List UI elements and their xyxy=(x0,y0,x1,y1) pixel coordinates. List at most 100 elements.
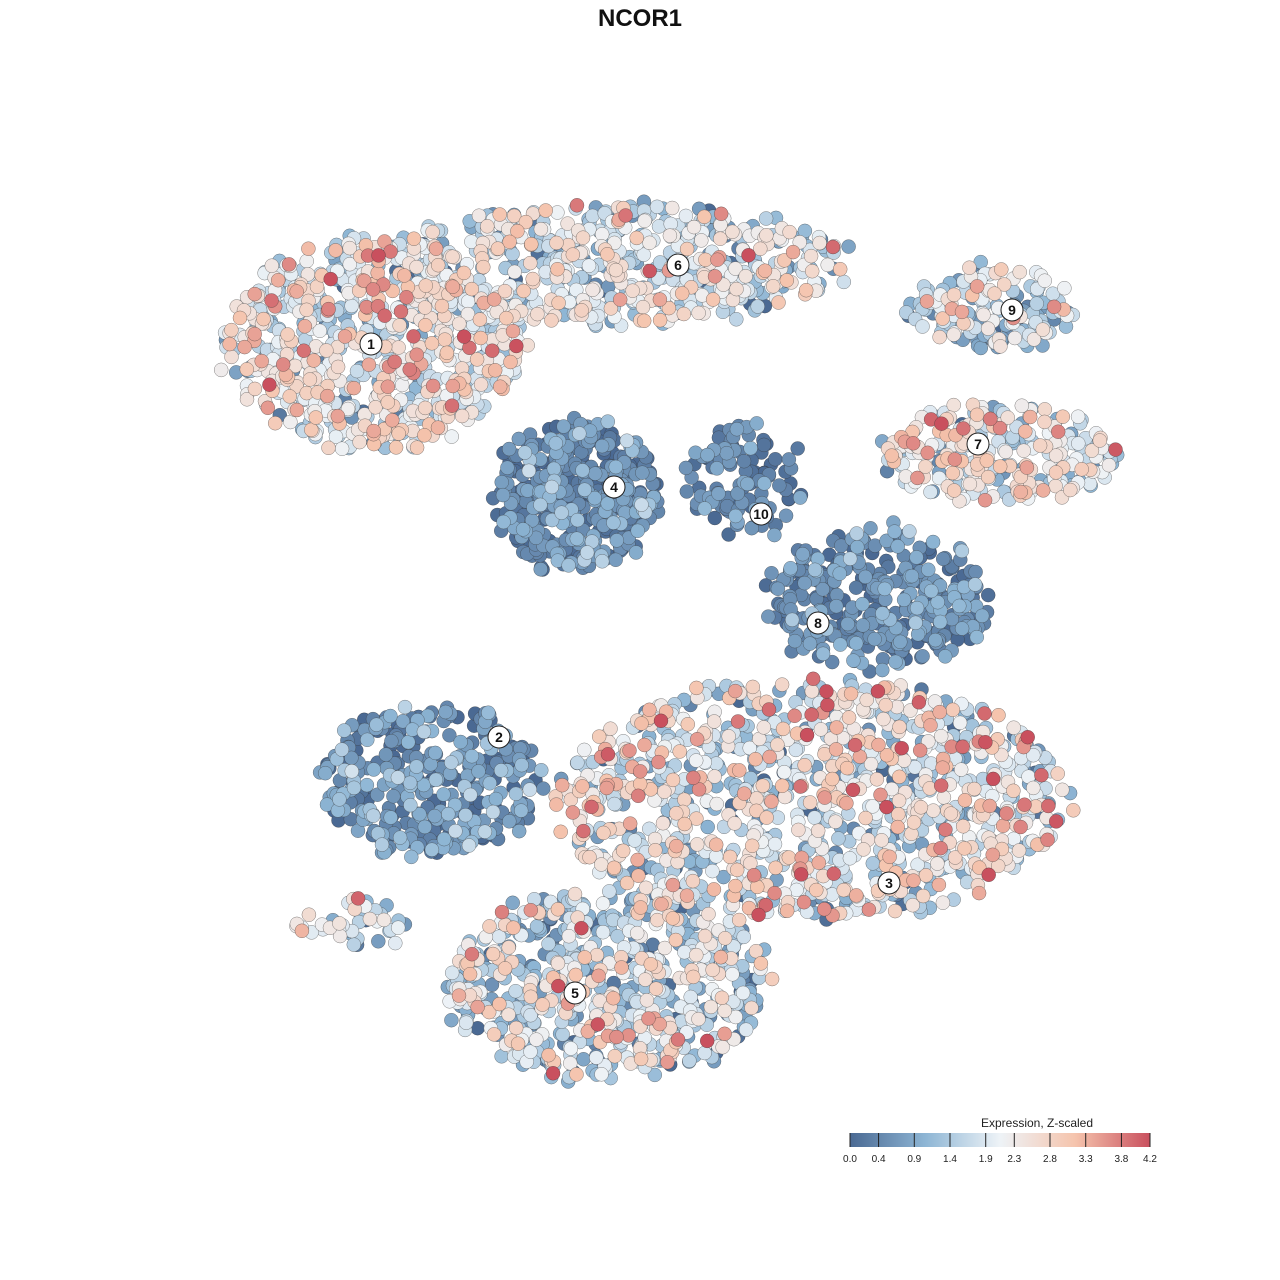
cell-point xyxy=(767,527,782,543)
cell-point xyxy=(744,1000,759,1016)
cell-point xyxy=(1057,280,1072,296)
cell-point xyxy=(522,782,538,797)
legend-tick-label: 2.8 xyxy=(1043,1154,1057,1165)
cell-point xyxy=(998,444,1013,460)
cell-point xyxy=(909,600,925,616)
cell-point xyxy=(728,683,743,699)
cell-point xyxy=(875,662,890,678)
cell-point xyxy=(442,728,457,743)
cell-point xyxy=(508,1020,524,1036)
cell-point xyxy=(247,381,263,397)
cell-point xyxy=(282,389,297,404)
cell-point xyxy=(401,734,416,750)
cluster-label-7: 7 xyxy=(966,432,990,456)
cell-point xyxy=(820,697,835,713)
cell-point xyxy=(434,298,450,314)
cell-point xyxy=(804,707,819,722)
cell-point xyxy=(686,969,701,985)
cell-point xyxy=(523,902,539,918)
cell-point xyxy=(497,961,513,976)
cell-point xyxy=(417,400,433,416)
cell-point xyxy=(686,219,702,235)
cell-point xyxy=(1055,409,1071,424)
cell-point xyxy=(1022,409,1038,425)
cell-point xyxy=(460,306,476,322)
legend-tick-label: 0.0 xyxy=(843,1154,857,1165)
cell-point xyxy=(487,363,503,378)
cell-point xyxy=(912,743,928,758)
cell-point xyxy=(992,459,1008,474)
cell-point xyxy=(516,283,531,299)
cell-point xyxy=(767,885,782,901)
cell-point xyxy=(689,680,704,696)
cell-point xyxy=(700,819,715,835)
cell-point xyxy=(787,633,803,649)
cell-point xyxy=(385,413,400,428)
cell-point xyxy=(713,206,729,222)
cell-point xyxy=(299,302,314,318)
cell-point xyxy=(485,946,501,962)
cell-point xyxy=(342,240,357,256)
cluster-label-text: 7 xyxy=(974,436,982,452)
cell-point xyxy=(486,1027,502,1042)
cell-point xyxy=(299,253,314,269)
cell-point xyxy=(535,997,550,1012)
cell-point xyxy=(1048,814,1064,829)
cell-point xyxy=(371,934,386,949)
cell-point xyxy=(691,1011,706,1027)
cell-point xyxy=(629,925,645,941)
cell-point xyxy=(892,769,907,785)
cell-point xyxy=(870,684,886,699)
cell-point xyxy=(456,329,472,344)
cell-point xyxy=(810,823,826,838)
cell-point xyxy=(947,452,963,467)
cell-point xyxy=(602,884,617,899)
cell-point xyxy=(729,421,745,437)
cell-point xyxy=(977,492,993,508)
cell-point xyxy=(390,920,406,935)
cell-point xyxy=(858,569,873,585)
cell-point xyxy=(486,292,502,307)
cell-point xyxy=(809,882,824,898)
cell-point xyxy=(550,261,565,277)
cell-point xyxy=(609,1029,624,1045)
cell-point xyxy=(213,362,229,378)
cell-point xyxy=(1006,783,1021,799)
cell-point xyxy=(861,902,877,917)
cell-point xyxy=(346,380,362,396)
cell-point xyxy=(831,831,846,846)
cell-point xyxy=(1014,398,1030,413)
cell-point xyxy=(554,777,570,793)
cell-point xyxy=(444,429,459,444)
cell-point xyxy=(409,440,425,455)
cell-point xyxy=(943,806,959,821)
cell-point xyxy=(1050,766,1065,781)
cell-point xyxy=(628,545,644,560)
cell-point xyxy=(652,292,668,307)
cell-point xyxy=(969,407,985,423)
cluster-label-text: 4 xyxy=(610,479,618,495)
cell-point xyxy=(728,1009,743,1025)
cell-point xyxy=(461,838,477,853)
cell-point xyxy=(904,568,920,584)
cell-point xyxy=(1048,448,1064,463)
cell-point xyxy=(470,999,485,1015)
cell-point xyxy=(565,247,581,262)
cell-point xyxy=(600,747,616,762)
cell-point xyxy=(648,981,664,996)
cell-point xyxy=(505,895,520,911)
cell-point xyxy=(247,326,262,342)
cell-point xyxy=(802,795,818,810)
cell-point xyxy=(330,359,346,375)
cell-point xyxy=(697,501,712,516)
cell-point xyxy=(890,819,905,835)
cell-point xyxy=(563,1056,578,1071)
cell-point xyxy=(749,416,764,431)
cell-point xyxy=(551,295,566,311)
cell-point xyxy=(905,897,920,913)
legend-tick-label: 3.8 xyxy=(1114,1154,1128,1165)
cell-point xyxy=(619,433,635,448)
cell-point xyxy=(585,282,600,298)
cell-point xyxy=(735,985,751,1001)
cell-point xyxy=(638,880,654,896)
